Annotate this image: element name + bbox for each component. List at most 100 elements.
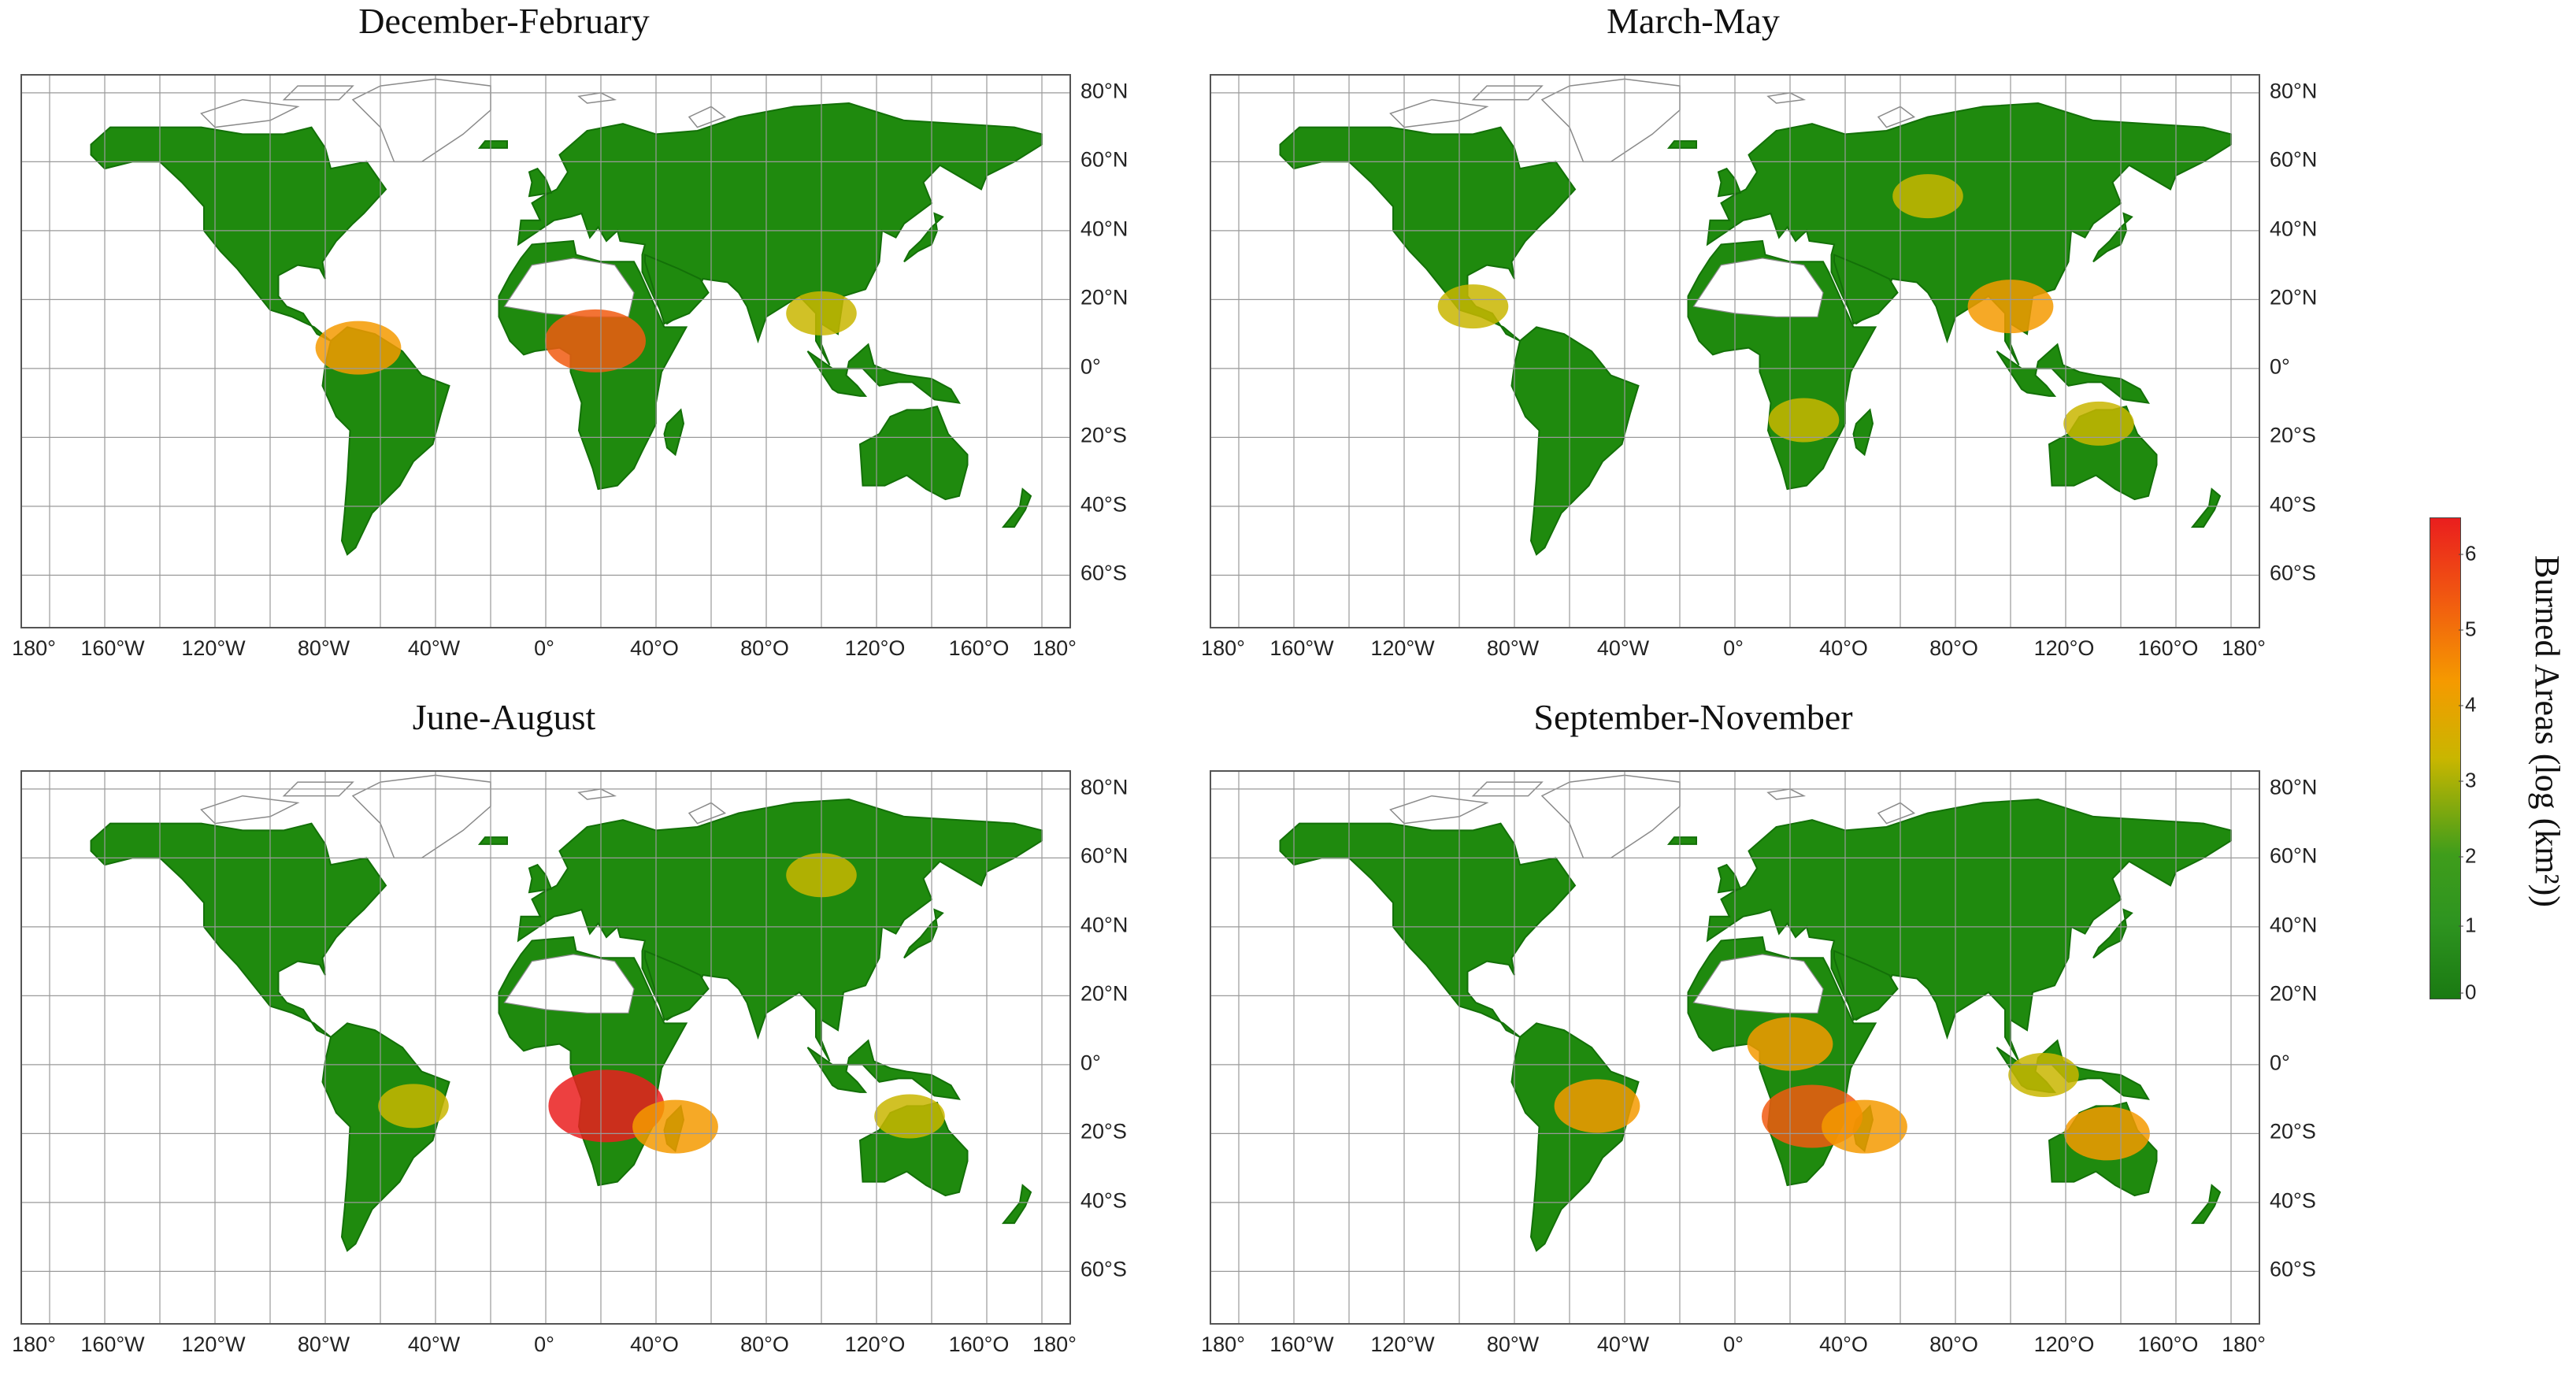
new-zealand-landmass <box>2190 487 2222 528</box>
longitude-label: 180° <box>2222 636 2266 660</box>
map-panel-sep-nov: September-November 80°N 60°N 40°N 20°N 0° 20°… <box>1189 696 2317 1389</box>
latitude-label: 40°S <box>1080 1188 1127 1213</box>
panel-title: December-February <box>358 1 650 41</box>
fire-hotspot-brazil <box>1554 1079 1640 1133</box>
latitude-label: 20°N <box>2270 981 2318 1006</box>
fire-hotspot-venezuela <box>315 321 402 375</box>
longitude-label: 180° <box>1201 1333 1245 1356</box>
fire-hotspot-southern-africa <box>1768 398 1840 443</box>
fire-hotspot-mexico <box>1437 284 1509 329</box>
new-zealand-landmass <box>1001 487 1032 528</box>
longitude-label: 40°W <box>407 1333 461 1356</box>
longitude-label: 40°O <box>1819 636 1868 660</box>
fire-hotspot-central-asia <box>1892 174 1963 219</box>
longitude-label: 180° <box>12 1333 56 1356</box>
arctic-outline <box>282 85 354 101</box>
british-isles-landmass <box>1717 863 1742 894</box>
latitude-label: 60°N <box>1080 147 1129 172</box>
arabia-landmass <box>1833 254 1899 325</box>
colorbar-tick: 0 <box>2458 980 2477 1004</box>
longitude-label: 180° <box>1032 1333 1077 1356</box>
map-panel-dec-feb: December-February 80°N 60°N 40°N 20°N 0° 20°S… <box>0 0 1128 693</box>
longitude-label: 160°W <box>80 1333 145 1356</box>
iceland-landmass <box>477 140 508 149</box>
british-isles-landmass <box>528 863 553 894</box>
colorbar-tick: 2 <box>2458 843 2477 868</box>
latitude-label: 60°N <box>2270 147 2318 172</box>
colorbar-label: Burned Areas (log (km²)) <box>2528 555 2567 907</box>
longitude-label: 120°O <box>844 636 906 660</box>
world-map <box>1211 76 2259 627</box>
longitude-label: 40°W <box>407 636 461 660</box>
indonesia-landmass <box>806 343 961 404</box>
colorbar-tick: 3 <box>2458 768 2477 792</box>
south-america-landmass <box>321 326 450 556</box>
north-america-landmass <box>1279 126 1577 342</box>
longitude-label: 0° <box>534 1333 554 1356</box>
longitude-label: 40°W <box>1596 1333 1650 1356</box>
latitude-label: 80°N <box>1080 79 1129 103</box>
latitude-label: 60°S <box>2270 561 2316 585</box>
map-frame <box>1210 74 2260 628</box>
longitude-label: 80°O <box>740 1333 789 1356</box>
longitude-label: 120°O <box>844 1333 906 1356</box>
latitude-label: 20°S <box>1080 423 1127 447</box>
colorbar-tick: 1 <box>2458 913 2477 937</box>
iceland-landmass <box>1666 836 1697 845</box>
australia-landmass <box>858 405 969 501</box>
longitude-label: 120°W <box>181 636 246 660</box>
arctic-outline <box>282 781 354 797</box>
british-isles-landmass <box>1717 167 1742 198</box>
indonesia-landmass <box>806 1039 961 1100</box>
longitude-label: 120°W <box>181 1333 246 1356</box>
longitude-label: 160°O <box>2137 1333 2199 1356</box>
fire-hotspot-northern-australia <box>2063 401 2134 446</box>
longitude-label: 160°O <box>948 1333 1010 1356</box>
arctic-outline <box>1766 92 1807 104</box>
latitude-label: 0° <box>2270 354 2290 379</box>
latitude-label: 60°S <box>1080 1257 1127 1281</box>
arctic-outline <box>1389 795 1489 825</box>
longitude-label: 160°W <box>80 636 145 660</box>
latitude-label: 20°N <box>2270 285 2318 310</box>
new-zealand-landmass <box>2190 1184 2222 1225</box>
longitude-label: 180° <box>2222 1333 2266 1356</box>
fire-hotspot-madagascar <box>1822 1099 1907 1154</box>
longitude-label: 80°W <box>297 636 350 660</box>
colorbar-tick: 6 <box>2458 541 2477 565</box>
longitude-label: 160°W <box>1269 636 1334 660</box>
longitude-label: 80°W <box>297 1333 350 1356</box>
world-map <box>1211 772 2259 1323</box>
north-america-landmass <box>1279 822 1577 1038</box>
japan-landmass <box>2092 908 2133 959</box>
latitude-label: 80°N <box>2270 79 2318 103</box>
arabia-landmass <box>1833 950 1899 1021</box>
panel-title: September-November <box>1533 697 1853 737</box>
arctic-outline <box>577 788 617 800</box>
longitude-label: 40°O <box>1819 1333 1868 1356</box>
indonesia-landmass <box>1996 343 2150 404</box>
greenland-outline <box>1540 78 1681 163</box>
british-isles-landmass <box>528 167 553 198</box>
latitude-label: 20°S <box>2270 423 2316 447</box>
new-zealand-landmass <box>1001 1184 1032 1225</box>
arabia-landmass <box>644 950 710 1021</box>
latitude-label: 40°N <box>2270 217 2318 241</box>
arabia-landmass <box>644 254 710 325</box>
longitude-label: 160°O <box>948 636 1010 660</box>
world-map <box>22 772 1069 1323</box>
latitude-label: 60°N <box>1080 843 1129 868</box>
longitude-label: 160°W <box>1269 1333 1334 1356</box>
fire-hotspot-northern-australia <box>874 1094 945 1139</box>
longitude-label: 40°O <box>630 1333 679 1356</box>
colorbar-ticks: 6 5 4 3 2 1 0 <box>2458 517 2512 1004</box>
iceland-landmass <box>477 836 508 845</box>
longitude-label: 80°O <box>740 636 789 660</box>
latitude-label: 40°S <box>2270 492 2316 517</box>
longitude-label: 40°W <box>1596 636 1650 660</box>
longitude-label: 40°O <box>630 636 679 660</box>
arctic-outline <box>1471 781 1544 797</box>
longitude-label: 120°W <box>1370 636 1435 660</box>
map-panel-jun-aug: June-August 80°N 60°N 40°N 20°N 0° 20°S 40°S 60… <box>0 696 1128 1389</box>
latitude-label: 40°S <box>2270 1188 2316 1213</box>
